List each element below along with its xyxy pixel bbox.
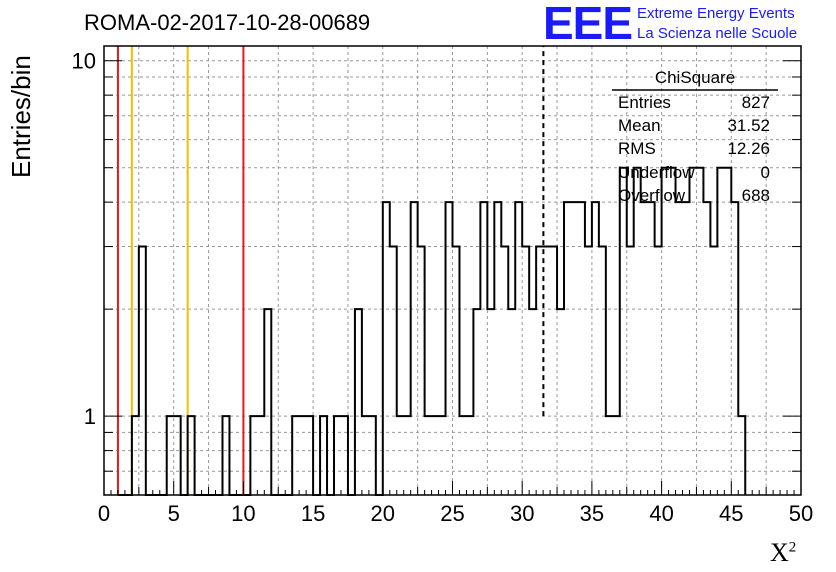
histogram-bar: [557, 309, 564, 495]
x-tick-label: 5: [168, 501, 180, 526]
stat-rms-label: RMS: [618, 139, 656, 158]
x-tick-label: 30: [510, 501, 534, 526]
histogram-bar: [369, 416, 376, 495]
histogram-bar: [425, 416, 432, 495]
histogram-bar: [341, 416, 348, 495]
histogram-bar: [662, 168, 669, 495]
histogram-bar: [696, 168, 703, 495]
x-tick-label: 0: [98, 501, 110, 526]
histogram-bar: [355, 309, 362, 495]
histogram-bar: [132, 416, 139, 495]
histogram-bar: [606, 416, 613, 495]
histogram-bar: [717, 168, 724, 495]
y-tick-label: 1: [84, 404, 96, 429]
y-axis-label: Entries/bin: [6, 55, 36, 178]
histogram-bar: [139, 247, 146, 495]
histogram-bar: [306, 416, 313, 495]
histogram-bar: [613, 416, 620, 495]
y-tick-label: 10: [72, 49, 96, 74]
histogram-bar: [292, 416, 299, 495]
histogram-bar: [522, 247, 529, 495]
histogram-bar: [459, 416, 466, 495]
stat-overflow-value: 688: [741, 186, 770, 205]
x-axis-label: X2: [770, 538, 796, 568]
stat-mean-label: Mean: [618, 116, 661, 135]
x-axis-label-base: X: [770, 538, 789, 567]
histogram-bar: [669, 168, 676, 495]
histogram-bar: [432, 416, 439, 495]
histogram-bar: [188, 416, 195, 495]
histogram-bar: [174, 416, 181, 495]
histogram-bar: [689, 168, 696, 495]
x-tick-label: 45: [719, 501, 743, 526]
histogram-outline: [117, 166, 747, 496]
x-tick-label: 35: [580, 501, 604, 526]
histogram-bar: [453, 247, 460, 495]
stat-entries-label: Entries: [618, 93, 671, 112]
histogram-bar: [508, 309, 515, 495]
histogram-bar: [418, 247, 425, 495]
stat-underflow-label: Underflow: [618, 163, 695, 182]
histogram-bar: [264, 309, 271, 495]
chart-title: ROMA-02-2017-10-28-00689: [84, 10, 371, 35]
histogram-bar: [738, 416, 745, 495]
histogram-bar: [599, 247, 606, 495]
histogram-bar: [550, 247, 557, 495]
histogram-bar: [585, 247, 592, 495]
x-tick-label: 40: [649, 501, 673, 526]
x-tick-label: 10: [231, 501, 255, 526]
logo-line-extreme: Extreme Energy Events: [637, 5, 795, 22]
histogram-bar: [397, 416, 404, 495]
histogram-bar: [167, 416, 174, 495]
histogram-bar: [620, 168, 627, 495]
logo-line-scienza: La Scienza nelle Scuole: [637, 25, 798, 42]
histogram-bar: [320, 416, 327, 495]
eee-logo: EEE: [543, 0, 633, 49]
histogram-bar: [487, 309, 494, 495]
stats-title: ChiSquare: [654, 68, 736, 87]
histogram-bar: [529, 309, 536, 495]
histogram-bar: [250, 416, 257, 495]
histogram-bar: [501, 247, 508, 495]
histogram-bar: [724, 168, 731, 495]
stat-rms-value: 12.26: [727, 139, 770, 158]
histogram-bar: [257, 416, 264, 495]
histogram-bar: [466, 416, 473, 495]
x-tick-label: 20: [371, 501, 395, 526]
stat-overflow-label: Overflow: [618, 186, 686, 205]
histogram-bar: [362, 416, 369, 495]
x-axis-label-sup: 2: [788, 539, 797, 556]
x-tick-label: 25: [440, 501, 464, 526]
histogram-bar: [473, 309, 480, 495]
histogram-bar: [634, 168, 641, 495]
x-tick-label: 15: [301, 501, 325, 526]
stat-underflow-value: 0: [760, 163, 770, 182]
histogram-bar: [627, 247, 634, 495]
histogram-bar: [439, 416, 446, 495]
histogram-bar: [536, 247, 543, 495]
histogram-bar: [222, 416, 229, 495]
stat-entries-value: 827: [741, 93, 770, 112]
histogram-bar: [710, 247, 717, 495]
histogram-bar: [404, 416, 411, 495]
x-tick-label: 50: [789, 501, 813, 526]
histogram-bar: [390, 247, 397, 495]
histogram-bar: [299, 416, 306, 495]
histogram-bar: [334, 416, 341, 495]
histogram-bar: [655, 247, 662, 495]
stat-mean-value: 31.52: [727, 116, 770, 135]
